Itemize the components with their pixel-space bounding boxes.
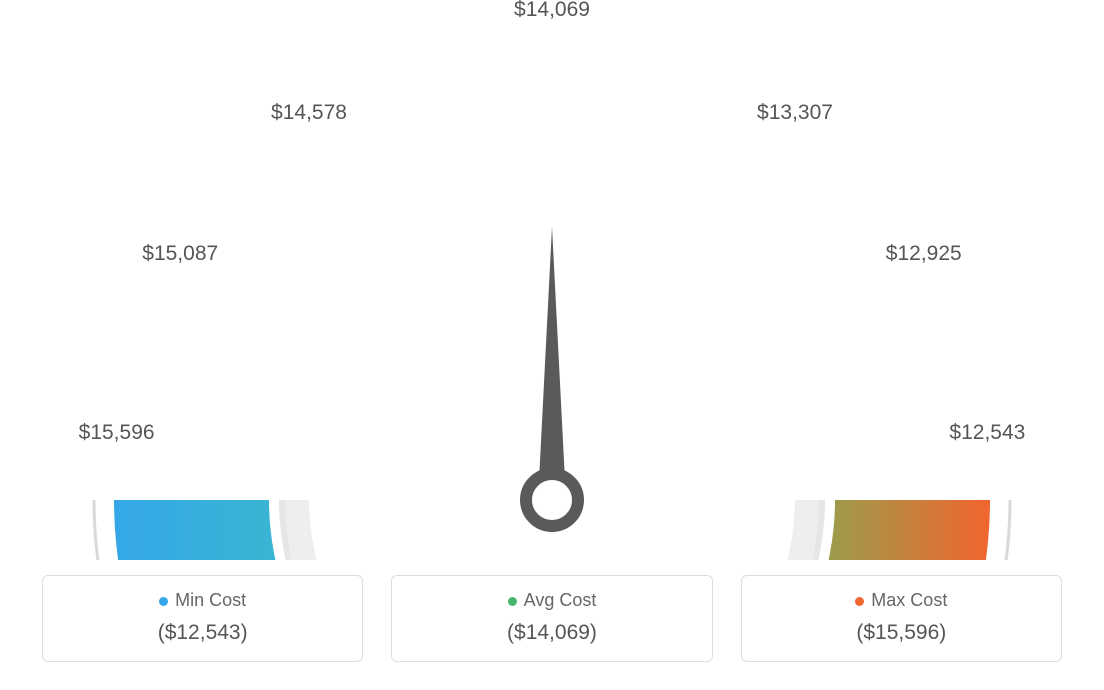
dot-icon xyxy=(159,597,168,606)
avg-cost-label: Avg Cost xyxy=(524,590,597,610)
chart-container: $12,543 $12,925 $13,307 $14,069 $14,578 $15,0… xyxy=(0,0,1104,690)
max-cost-card: Max Cost ($15,596) xyxy=(741,575,1062,662)
tick-label: $15,087 xyxy=(142,242,218,266)
gauge-chart: $12,543 $12,925 $13,307 $14,069 $14,578 $15,0… xyxy=(0,0,1104,560)
dot-icon xyxy=(508,597,517,606)
dot-icon xyxy=(855,597,864,606)
tick-label: $14,069 xyxy=(514,0,590,22)
tick-label: $14,578 xyxy=(271,101,347,125)
avg-cost-card: Avg Cost ($14,069) xyxy=(391,575,712,662)
tick-label: $15,596 xyxy=(79,421,155,445)
tick-label: $12,543 xyxy=(949,421,1025,445)
min-cost-label: Min Cost xyxy=(175,590,246,610)
max-cost-title: Max Cost xyxy=(752,590,1051,611)
max-cost-label: Max Cost xyxy=(871,590,947,610)
summary-cards: Min Cost ($12,543) Avg Cost ($14,069) Ma… xyxy=(42,575,1062,662)
tick-label: $12,925 xyxy=(886,242,962,266)
gauge-svg xyxy=(0,0,1104,560)
avg-cost-value: ($14,069) xyxy=(402,621,701,645)
min-cost-value: ($12,543) xyxy=(53,621,352,645)
avg-cost-title: Avg Cost xyxy=(402,590,701,611)
min-cost-card: Min Cost ($12,543) xyxy=(42,575,363,662)
min-cost-title: Min Cost xyxy=(53,590,352,611)
max-cost-value: ($15,596) xyxy=(752,621,1051,645)
tick-label: $13,307 xyxy=(757,101,833,125)
